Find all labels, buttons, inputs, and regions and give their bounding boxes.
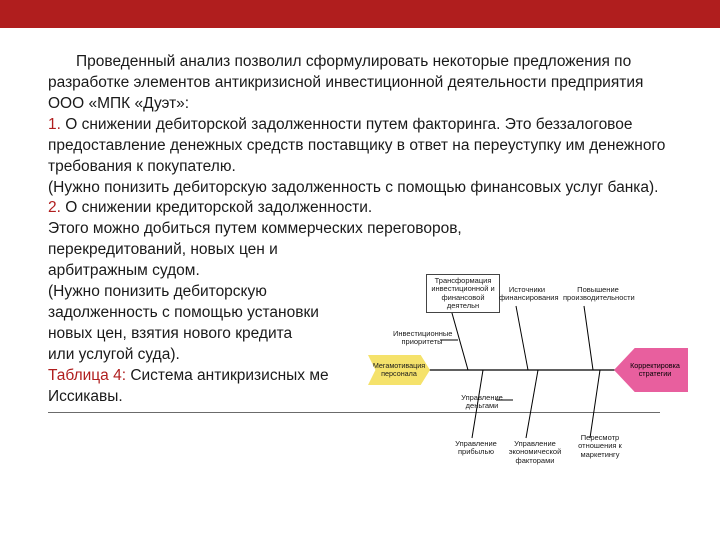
bone-upper-0: Трансформация инвестиционной и финансово…: [426, 274, 500, 313]
fishbone-diagram: Мегамотивация персонала Корректировка ст…: [368, 270, 688, 470]
fishbone-tail: Мегамотивация персонала: [368, 355, 430, 385]
bone-lower-1: Управление экономической факторами: [502, 438, 568, 467]
p2d: арбитражным судом.: [48, 261, 378, 282]
p2b: Этого можно добиться путем коммерческих …: [48, 219, 672, 240]
mid-node-0: Инвестиционные приоритеты: [390, 328, 454, 349]
bone-upper-2: Повышение производительности: [560, 284, 636, 305]
p2f: задолженность с помощью установки: [48, 303, 378, 324]
bone-lower-0: Управление прибылью: [446, 438, 506, 459]
num-1: 1.: [48, 116, 61, 133]
text-column: Проведенный анализ позволил сформулирова…: [48, 52, 672, 240]
p2c: перекредитований, новых цен и: [48, 240, 378, 261]
narrow-col: перекредитований, новых цен и арбитражны…: [48, 240, 378, 366]
table-text: Система антикризисных ме: [126, 367, 329, 384]
p2g: новых цен, взятия нового кредита: [48, 324, 378, 345]
p2e: (Нужно понизить дебиторскую: [48, 282, 378, 303]
bone-upper-1: Источники финансирования: [496, 284, 558, 305]
slide-body: Проведенный анализ позволил сформулирова…: [0, 28, 720, 413]
mid-node-1: Управление деньгами: [454, 392, 510, 413]
p2-text: О снижении кредиторской задолженности.: [61, 199, 372, 216]
p1b: (Нужно понизить дебиторскую задолженност…: [48, 178, 672, 199]
item-1: 1. О снижении дебиторской задолженности …: [48, 115, 672, 178]
intro-paragraph: Проведенный анализ позволил сформулирова…: [48, 52, 672, 115]
table-label: Таблица 4:: [48, 367, 126, 384]
p2h: или услугой суда).: [48, 345, 378, 366]
header-bar: [0, 0, 720, 28]
bone-lower-2: Пересмотр отношения к маркетингу: [568, 432, 632, 461]
item-2: 2. О снижении кредиторской задолженности…: [48, 198, 672, 219]
num-2: 2.: [48, 199, 61, 216]
p1-text: О снижении дебиторской задолженности пут…: [48, 116, 665, 175]
